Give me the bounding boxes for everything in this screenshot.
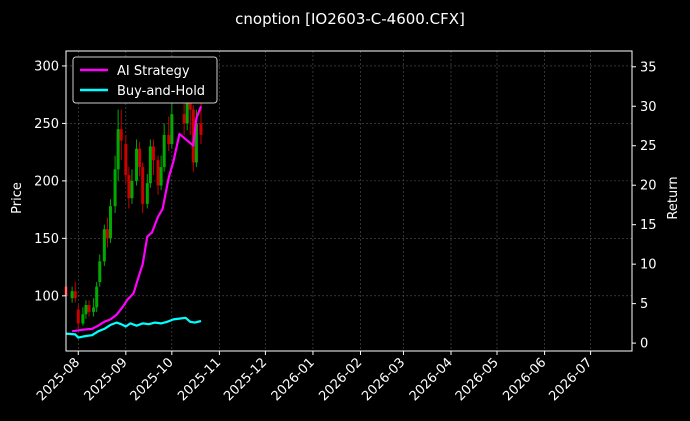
candle-body bbox=[73, 291, 77, 299]
candle-body bbox=[194, 123, 198, 163]
right-tick-label: 15 bbox=[640, 218, 657, 233]
candle-body bbox=[84, 305, 88, 315]
candle-body bbox=[167, 134, 171, 145]
candle-body bbox=[148, 146, 152, 184]
candle-body bbox=[92, 307, 96, 312]
left-axis: 100 150 200 250 300 bbox=[34, 59, 66, 304]
candle-body bbox=[102, 229, 106, 262]
candle-body bbox=[182, 114, 186, 124]
left-tick-label: 250 bbox=[34, 117, 59, 132]
candle-body bbox=[145, 183, 149, 204]
candle-body bbox=[105, 229, 109, 239]
candle-body bbox=[151, 146, 155, 161]
right-tick-label: 30 bbox=[640, 100, 657, 115]
candle-body bbox=[81, 314, 85, 324]
legend-label-buy-and-hold: Buy-and-Hold bbox=[117, 84, 205, 99]
candle-body bbox=[124, 144, 128, 176]
candle-body bbox=[108, 206, 112, 239]
right-tick-label: 10 bbox=[640, 258, 657, 273]
candle-body bbox=[170, 114, 174, 145]
candle-body bbox=[95, 286, 99, 308]
legend: AI Strategy Buy-and-Hold bbox=[72, 56, 218, 104]
candle-body bbox=[98, 261, 102, 283]
series-lines bbox=[65, 105, 203, 339]
right-axis: 0 5 10 15 20 25 30 35 bbox=[632, 60, 657, 352]
chart-title: cnoption [IO2603-C-4600.CFX] bbox=[235, 10, 465, 28]
candle-body bbox=[156, 160, 160, 186]
legend-label-ai-strategy: AI Strategy bbox=[117, 64, 190, 79]
left-tick-label: 300 bbox=[34, 59, 59, 74]
series-line-buy-and-hold bbox=[65, 316, 202, 339]
left-tick-label: 150 bbox=[34, 232, 59, 247]
right-tick-label: 35 bbox=[640, 60, 657, 75]
candle-body bbox=[185, 88, 189, 124]
legend-box bbox=[72, 56, 218, 104]
right-tick-label: 0 bbox=[640, 337, 648, 352]
candle-body bbox=[138, 148, 142, 168]
series-line-ai-strategy bbox=[71, 105, 203, 333]
candle-body bbox=[199, 123, 203, 135]
right-axis-label: Return bbox=[666, 176, 681, 219]
left-axis-label: Price bbox=[10, 182, 25, 214]
candle-body bbox=[159, 167, 163, 186]
right-tick-label: 5 bbox=[640, 297, 648, 312]
candle-body bbox=[76, 309, 80, 324]
candle-body bbox=[70, 291, 74, 299]
candle-body bbox=[113, 169, 117, 207]
right-tick-label: 20 bbox=[640, 179, 657, 194]
right-tick-label: 25 bbox=[640, 139, 657, 154]
candle-body bbox=[141, 167, 145, 204]
candle-body bbox=[87, 305, 91, 312]
candle-body bbox=[162, 134, 166, 168]
candle-body bbox=[119, 129, 123, 141]
candle-body bbox=[127, 175, 131, 199]
left-tick-label: 100 bbox=[34, 289, 59, 304]
candle-body bbox=[135, 148, 139, 181]
candle-body bbox=[116, 129, 120, 170]
left-tick-label: 200 bbox=[34, 174, 59, 189]
plot-frame bbox=[65, 50, 633, 352]
candle-body bbox=[130, 180, 134, 199]
